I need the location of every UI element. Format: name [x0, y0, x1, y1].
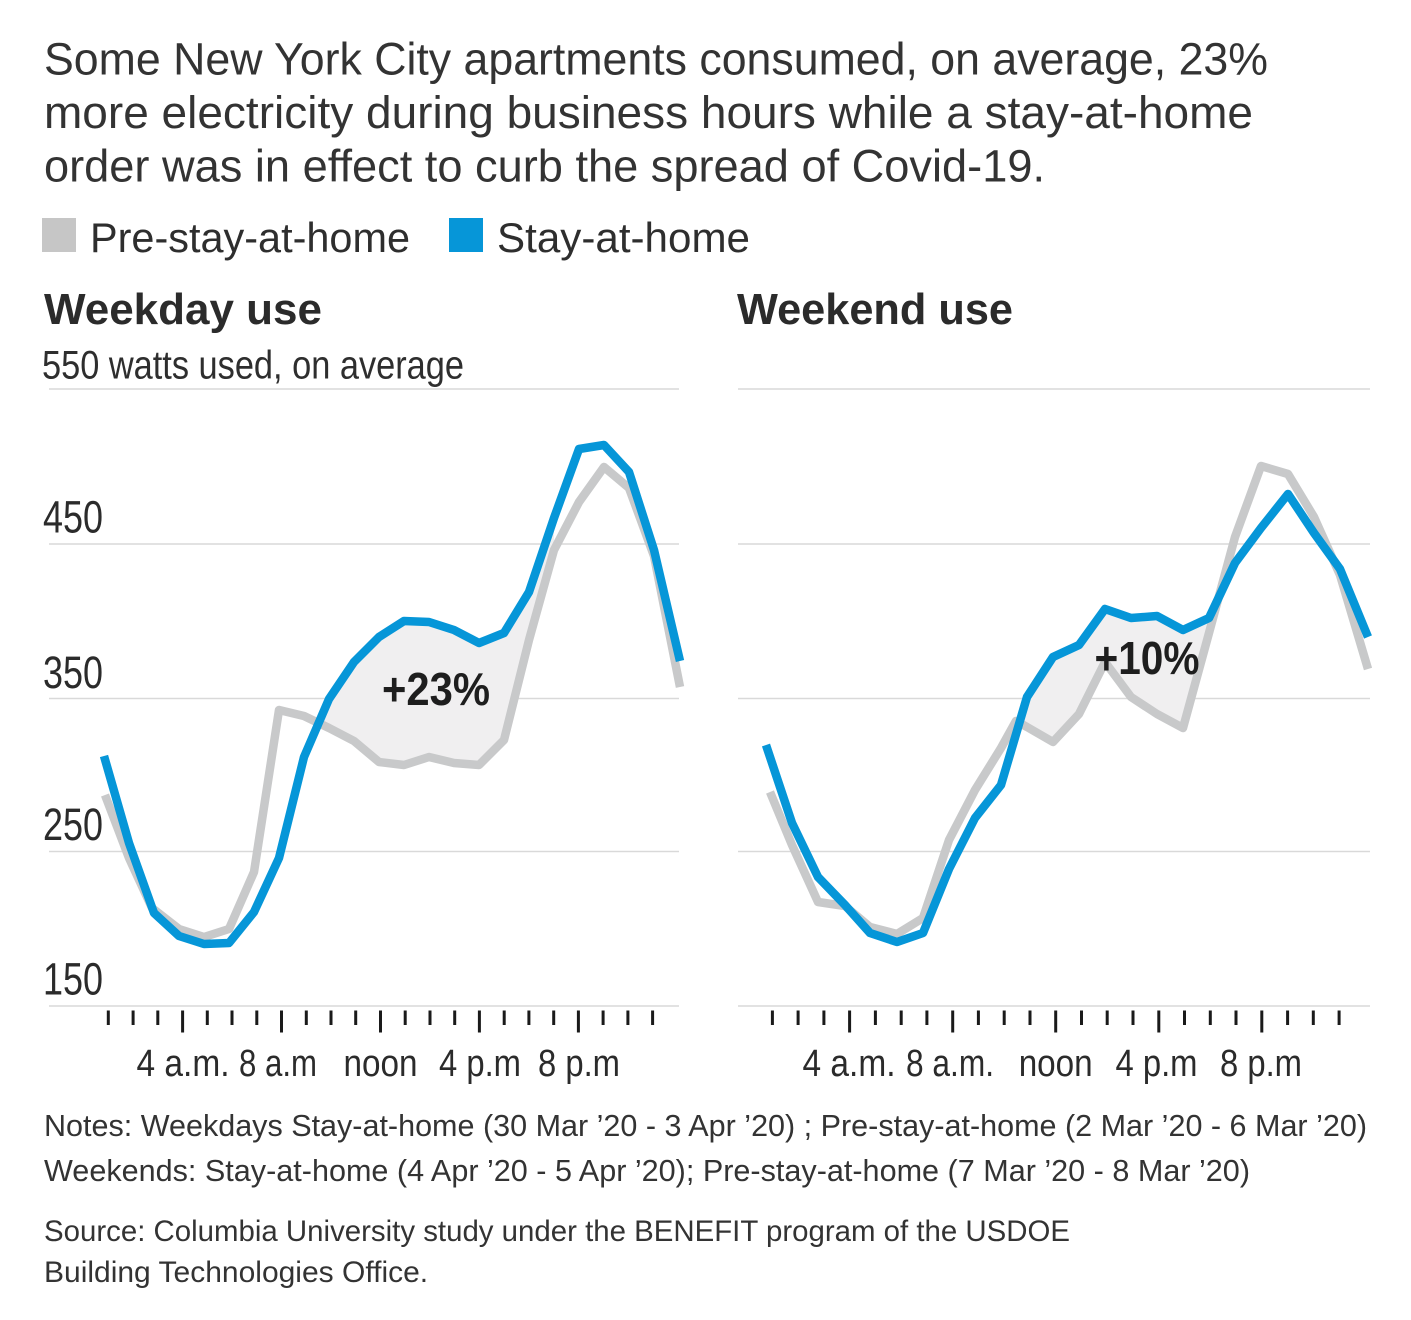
svg-text:250: 250	[43, 799, 103, 850]
svg-text:+23%: +23%	[382, 663, 490, 715]
svg-text:Stay-at-home: Stay-at-home	[497, 214, 750, 261]
svg-text:4 p.m: 4 p.m	[439, 1043, 521, 1085]
svg-text:8 p.m: 8 p.m	[538, 1043, 620, 1085]
svg-text:noon: noon	[344, 1043, 418, 1085]
svg-text:550 watts used, on average: 550 watts used, on average	[42, 344, 464, 388]
svg-text:4 p.m: 4 p.m	[1116, 1043, 1198, 1085]
svg-text:Notes: Weekdays Stay-at-home (: Notes: Weekdays Stay-at-home (30 Mar ’20…	[44, 1108, 1367, 1143]
svg-text:more electricity during busine: more electricity during business hours w…	[44, 87, 1253, 138]
svg-text:noon: noon	[1019, 1043, 1093, 1085]
svg-text:Building Technologies Office.: Building Technologies Office.	[44, 1256, 428, 1289]
svg-text:150: 150	[43, 954, 103, 1005]
svg-text:8 a.m.: 8 a.m.	[906, 1043, 994, 1085]
svg-text:8 a.m: 8 a.m	[239, 1043, 317, 1085]
svg-text:Some New York City apartments: Some New York City apartments consumed, …	[44, 34, 1268, 85]
svg-text:Weekday use: Weekday use	[44, 285, 322, 334]
svg-text:450: 450	[43, 492, 103, 543]
svg-text:order was in effect to curb th: order was in effect to curb the spread o…	[44, 141, 1045, 192]
svg-text:350: 350	[43, 647, 103, 698]
svg-text:Weekends: Stay-at-home (4 Apr: Weekends: Stay-at-home (4 Apr ’20 - 5 Ap…	[44, 1153, 1250, 1188]
svg-text:8 p.m: 8 p.m	[1220, 1043, 1302, 1085]
svg-text:Pre-stay-at-home: Pre-stay-at-home	[90, 214, 410, 261]
svg-text:Weekend use: Weekend use	[737, 285, 1013, 334]
svg-text:+10%: +10%	[1095, 632, 1200, 684]
svg-text:Source: Columbia University st: Source: Columbia University study under …	[44, 1215, 1070, 1248]
svg-text:4 a.m.: 4 a.m.	[803, 1043, 896, 1085]
svg-text:4 a.m.: 4 a.m.	[137, 1043, 230, 1085]
